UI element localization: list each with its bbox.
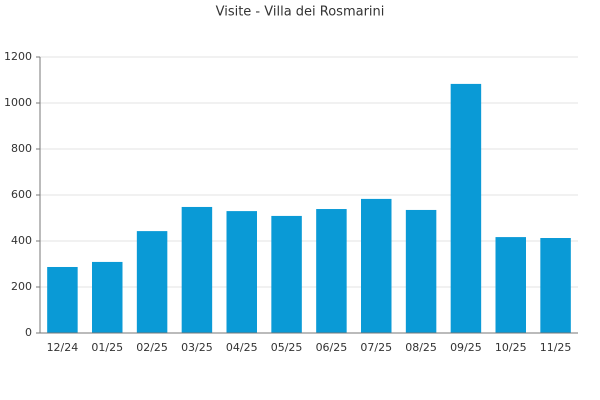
- x-tick-label: 01/25: [91, 341, 123, 354]
- x-tick-label: 09/25: [450, 341, 482, 354]
- x-tick-label: 08/25: [405, 341, 437, 354]
- x-tick-label: 03/25: [181, 341, 213, 354]
- x-tick-label: 11/25: [540, 341, 572, 354]
- bar: [92, 261, 123, 333]
- bar: [181, 206, 213, 333]
- y-tick-label: 1000: [4, 96, 32, 109]
- x-tick-label: 12/24: [47, 341, 79, 354]
- y-tick-label: 600: [11, 188, 32, 201]
- y-tick-label: 400: [11, 234, 32, 247]
- x-tick-label: 02/25: [136, 341, 168, 354]
- y-tick-label: 1200: [4, 50, 32, 63]
- bar: [495, 237, 526, 333]
- bar: [450, 83, 482, 333]
- x-tick-label: 06/25: [316, 341, 348, 354]
- bar: [226, 211, 257, 333]
- bar: [136, 231, 168, 333]
- y-tick-label: 200: [11, 280, 32, 293]
- bar: [271, 215, 302, 333]
- x-tick-label: 04/25: [226, 341, 258, 354]
- x-tick-label: 05/25: [271, 341, 303, 354]
- y-tick-label: 0: [25, 326, 32, 339]
- x-tick-label: 07/25: [360, 341, 392, 354]
- bar: [47, 266, 78, 333]
- bar: [405, 209, 437, 333]
- bar: [540, 238, 571, 333]
- bar: [361, 198, 392, 333]
- chart-title: Visite - Villa dei Rosmarini: [216, 5, 385, 20]
- x-tick-label: 10/25: [495, 341, 527, 354]
- bar: [316, 209, 347, 333]
- y-tick-label: 800: [11, 142, 32, 155]
